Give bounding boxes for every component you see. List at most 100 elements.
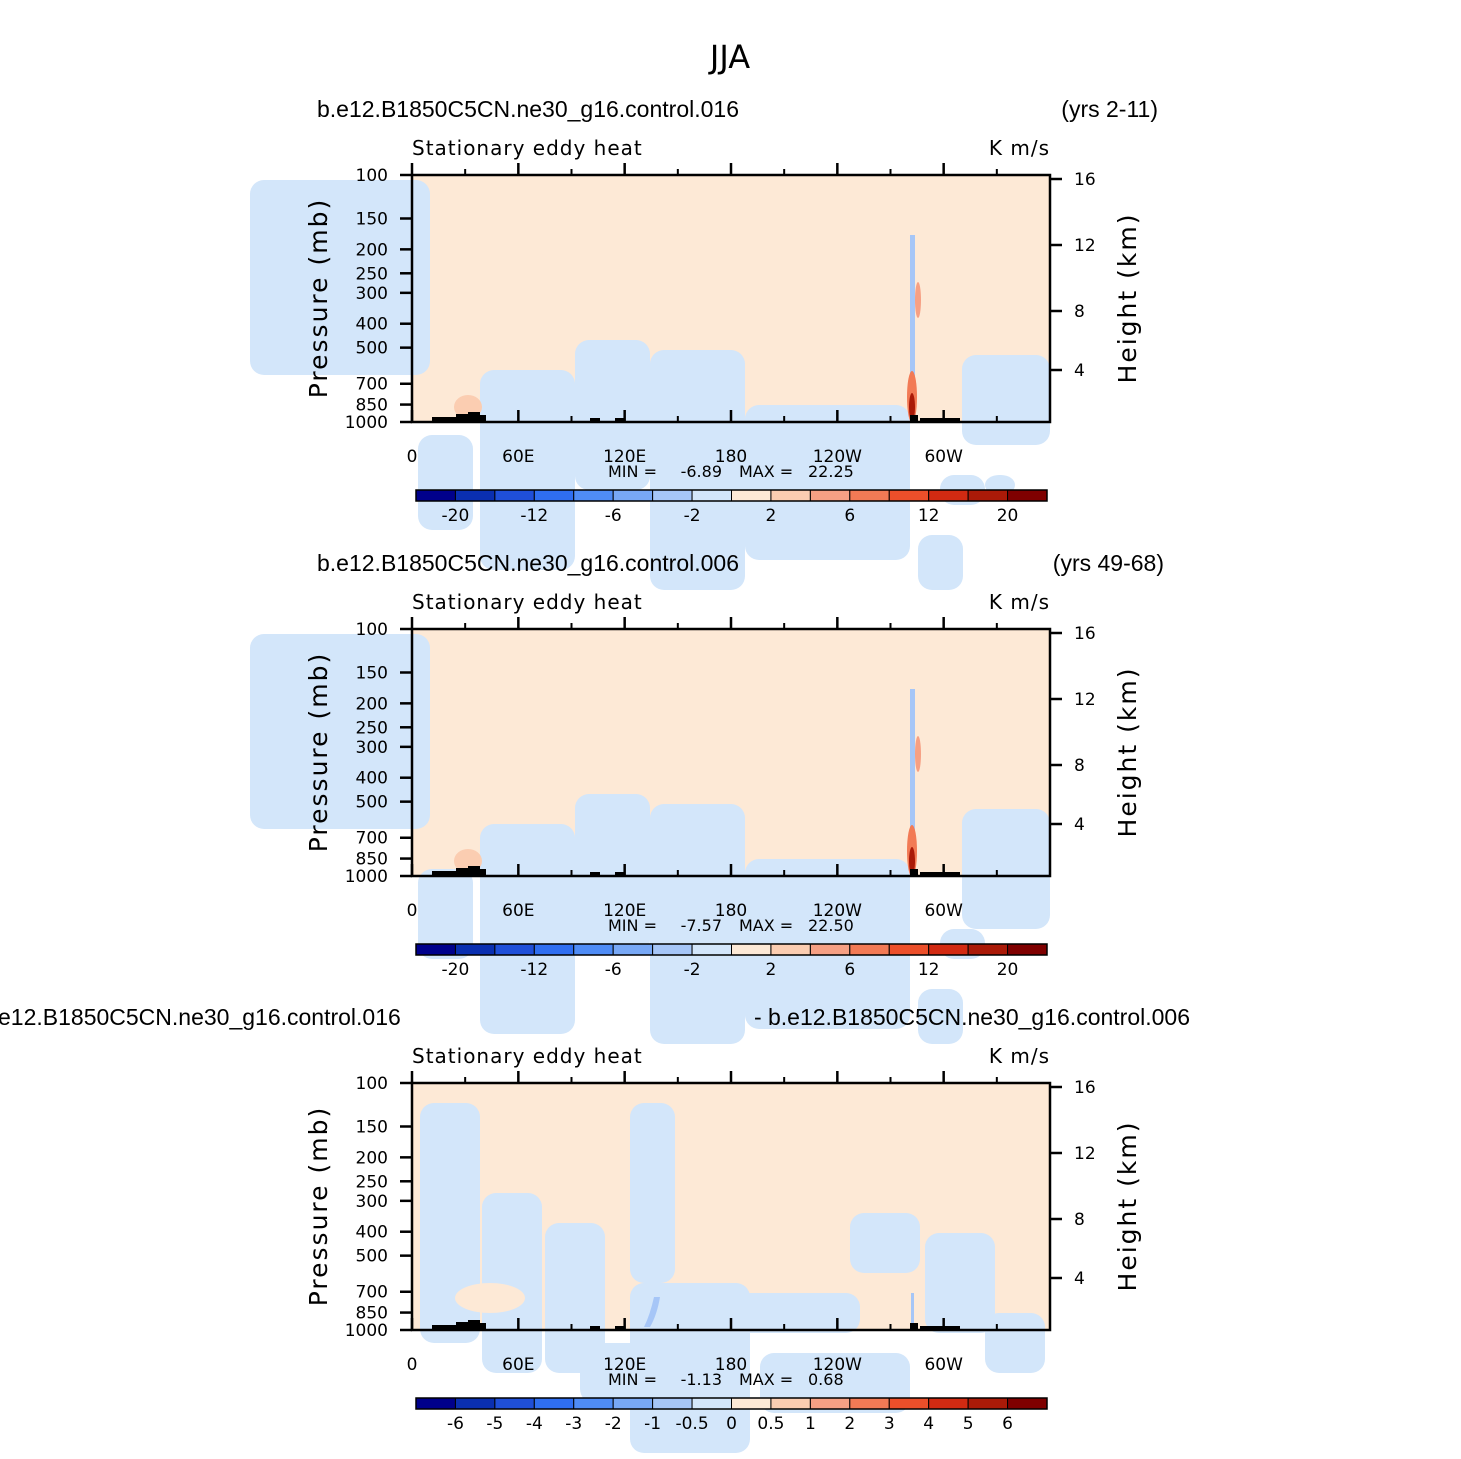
- colorbar-label: -3: [565, 1414, 582, 1434]
- topography-block: [920, 1326, 960, 1330]
- negative-region: [480, 370, 575, 570]
- y-tick-label: 400: [356, 1223, 388, 1243]
- negative-region: [650, 804, 745, 1044]
- panel-units: K m/s: [989, 136, 1050, 160]
- colorbar-label: 3: [884, 1414, 895, 1434]
- colorbar-label: -12: [520, 960, 548, 980]
- colorbar-label: 0: [726, 1414, 737, 1434]
- min-label: MIN =: [608, 1370, 657, 1389]
- colorbar: -20 -12 -6 -2 2 6 12 20: [415, 489, 1048, 526]
- colorbar-swatch: [494, 489, 535, 502]
- colorbar-label: 6: [844, 960, 855, 980]
- right-axis-label: Height (km): [1113, 1121, 1142, 1292]
- topography-block: [615, 418, 625, 422]
- x-tick-label: 60W: [924, 901, 963, 921]
- positive-region: [530, 220, 590, 258]
- min-value: -1.13: [681, 1370, 722, 1389]
- colorbar-label: 5: [963, 1414, 974, 1434]
- y-axis-height: 16 12 8 4 Height (km): [1050, 624, 1142, 837]
- y-tick-label: 1000: [345, 867, 388, 887]
- min-value: -6.89: [681, 462, 722, 481]
- panel-field-label: Stationary eddy heat: [412, 1044, 643, 1068]
- y-tick-label: 200: [356, 694, 388, 714]
- panel-3: e12.B1850C5CN.ne30_g16.control.016 - b.e1…: [0, 1004, 1190, 1453]
- colorbar-swatch: [691, 489, 732, 502]
- topography-block: [590, 1326, 600, 1330]
- field-positive-regions: [530, 674, 940, 799]
- colorbar-swatch: [612, 489, 654, 502]
- colorbar-swatch: [533, 943, 575, 956]
- colorbar-label: 2: [766, 506, 777, 526]
- colorbar-swatch: [967, 489, 1009, 502]
- topography: [432, 412, 960, 422]
- colorbar-swatch: [1007, 943, 1048, 956]
- colorbar-label: -20: [442, 506, 470, 526]
- height-tick-label: 16: [1074, 1078, 1096, 1098]
- right-axis-label: Height (km): [1113, 213, 1142, 384]
- positive-region: [870, 270, 940, 300]
- x-axis: 0 60E 120E 180 120W 60W: [407, 617, 998, 921]
- topography-block: [590, 872, 600, 876]
- colorbar-swatch: [967, 1397, 1009, 1410]
- x-tick-label: 60E: [502, 447, 534, 467]
- max-label: MAX =: [739, 916, 793, 935]
- negative-region: [925, 1233, 995, 1333]
- colorbar-swatch: [612, 943, 654, 956]
- negative-region: [250, 634, 430, 829]
- topography: [432, 1320, 960, 1330]
- colorbar: -20 -12 -6 -2 2 6 12 20: [415, 943, 1048, 980]
- y-tick-label: 500: [356, 1247, 388, 1267]
- colorbar-label: -2: [605, 1414, 622, 1434]
- colorbar-swatch: [415, 1397, 456, 1410]
- narrow-positive-band: [915, 282, 921, 318]
- negative-region: [482, 1193, 542, 1373]
- x-tick-label: 0: [407, 1355, 418, 1375]
- topography-block: [456, 868, 468, 876]
- negative-region: [745, 405, 910, 560]
- colorbar-label: 20: [997, 960, 1019, 980]
- topography-block: [432, 871, 458, 876]
- min-max-readout: MIN = -6.89 MAX = 22.25: [608, 462, 854, 481]
- colorbar-frame: [415, 1397, 1048, 1410]
- positive-region: [810, 779, 870, 799]
- topography-block: [910, 1323, 918, 1330]
- plot-area: [250, 627, 1052, 1044]
- min-max-readout: MIN = -7.57 MAX = 22.50: [608, 916, 854, 935]
- negative-region: [850, 1213, 920, 1273]
- colorbar-swatch: [849, 1397, 890, 1410]
- colorbar-label: -2: [684, 506, 701, 526]
- colorbar-label: 12: [918, 506, 940, 526]
- topography-block: [480, 415, 486, 422]
- x-tick-label: 0: [407, 447, 418, 467]
- colorbar-swatch: [415, 489, 456, 502]
- x-tick-label: 0: [407, 901, 418, 921]
- x-tick-label: 60W: [924, 447, 963, 467]
- positive-region: [870, 724, 940, 754]
- colorbar-label: 1: [805, 1414, 816, 1434]
- topography-block: [468, 1320, 480, 1330]
- min-label: MIN =: [608, 462, 657, 481]
- negative-region: [575, 340, 650, 490]
- y-tick-label: 400: [356, 769, 388, 789]
- colorbar-swatch: [454, 489, 496, 502]
- field-negative-regions: [420, 1103, 1045, 1453]
- y-axis-height: 16 12 8 4 Height (km): [1050, 170, 1142, 383]
- colorbar-swatch: [533, 1397, 575, 1410]
- height-tick-label: 8: [1074, 756, 1085, 776]
- colorbar-swatch: [888, 943, 930, 956]
- positive-region: [760, 1163, 840, 1188]
- height-tick-label: 8: [1074, 1210, 1085, 1230]
- y-tick-label: 100: [356, 1074, 388, 1094]
- colorbar-swatch: [770, 943, 811, 956]
- negative-region: [250, 180, 430, 375]
- negative-region: [918, 989, 963, 1044]
- y-tick-label: 300: [356, 1192, 388, 1212]
- y-tick-label: 250: [356, 264, 388, 284]
- colorbar-swatch: [494, 1397, 535, 1410]
- negative-region: [575, 794, 650, 954]
- colorbar-swatch: [809, 1397, 851, 1410]
- colorbar-swatch: [1007, 1397, 1048, 1410]
- panel-right-title: (yrs 2-11): [1061, 96, 1158, 122]
